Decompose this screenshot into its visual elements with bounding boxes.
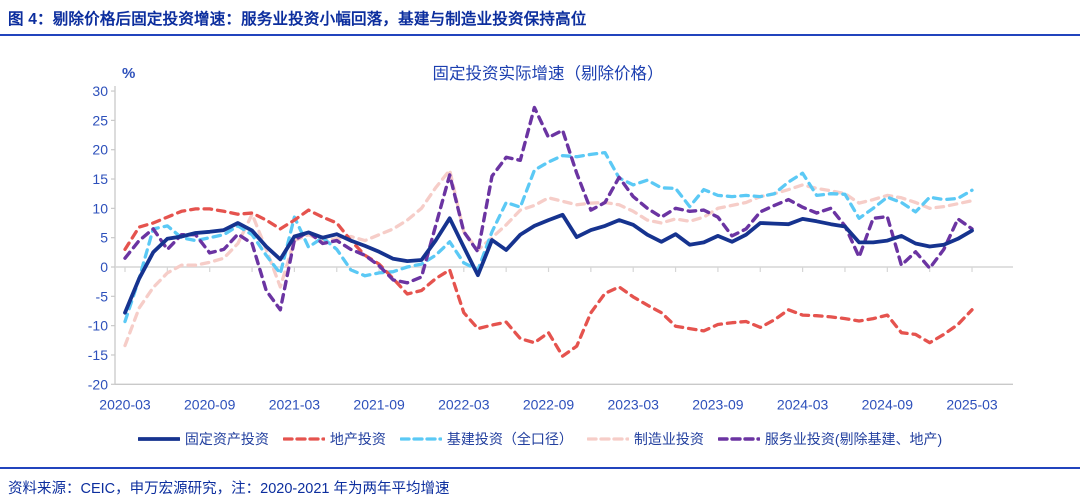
y-tick-label: -5	[96, 288, 109, 304]
source-note: 资料来源：CEIC，申万宏源研究，注：2020-2021 年为两年平均增速	[8, 481, 450, 497]
chart-legend: 固定资产投资 地产投资 基建投资（全口径） 制造业投资 服务业投资(剔除基建、地产)	[0, 429, 1080, 449]
legend-line-sample	[399, 437, 442, 441]
legend-item-3: 制造业投资	[586, 429, 704, 449]
series-line-3	[123, 168, 974, 348]
x-tick-label: 2022-03	[438, 396, 490, 412]
legend-label: 地产投资	[329, 431, 386, 447]
legend-item-2: 基建投资（全口径）	[399, 429, 573, 449]
series-line-0	[123, 212, 974, 315]
x-tick-label: 2024-03	[777, 396, 829, 412]
y-tick-label: -20	[88, 376, 108, 392]
legend-line-sample	[717, 437, 760, 441]
investment-growth-chart: 30 25 20 15 10 5 0 -5 -10 -15 -20 2020-03 2020-09 202…	[88, 64, 1013, 412]
y-tick-label: 0	[100, 259, 108, 275]
y-unit-label: %	[122, 65, 135, 82]
title-underline	[0, 34, 1080, 36]
legend-line-sample	[282, 437, 325, 441]
legend-line-sample	[586, 437, 629, 441]
x-tick-label: 2020-09	[184, 396, 236, 412]
x-tick-label: 2023-09	[692, 396, 744, 412]
y-tick-label: 5	[100, 230, 108, 246]
x-tick-label: 2021-03	[269, 396, 321, 412]
y-tick-label: 25	[92, 112, 108, 128]
legend-item-4: 服务业投资(剔除基建、地产)	[717, 429, 943, 449]
series-line-2	[123, 150, 974, 324]
x-tick-label: 2025-03	[946, 396, 998, 412]
y-tick-label: -10	[88, 318, 108, 334]
legend-label: 固定资产投资	[184, 431, 269, 447]
y-tick-label: 10	[92, 200, 108, 216]
footer-divider	[0, 467, 1080, 469]
legend-item-0: 固定资产投资	[137, 429, 269, 449]
x-tick-label: 2024-09	[862, 396, 914, 412]
chart-title: 固定投资实际增速（剔除价格）	[433, 64, 664, 83]
y-tick-label: 15	[92, 171, 108, 187]
series-line-4	[123, 105, 974, 312]
legend-label: 基建投资（全口径）	[446, 431, 573, 447]
legend-label: 制造业投资	[633, 431, 704, 447]
figure-title: 图 4：剔除价格后固定投资增速：服务业投资小幅回落，基建与制造业投资保持高位	[8, 11, 587, 28]
legend-line-sample	[137, 437, 180, 441]
legend-label: 服务业投资(剔除基建、地产)	[764, 431, 943, 447]
x-tick-label: 2023-03	[608, 396, 660, 412]
x-tick-label: 2021-09	[353, 396, 405, 412]
legend-item-1: 地产投资	[282, 429, 386, 449]
y-tick-label: 30	[92, 83, 108, 99]
series-line-1	[123, 207, 974, 358]
x-tick-label: 2020-03	[99, 396, 151, 412]
x-tick-label: 2022-09	[523, 396, 575, 412]
y-tick-label: -15	[88, 347, 108, 363]
y-tick-label: 20	[92, 142, 108, 158]
